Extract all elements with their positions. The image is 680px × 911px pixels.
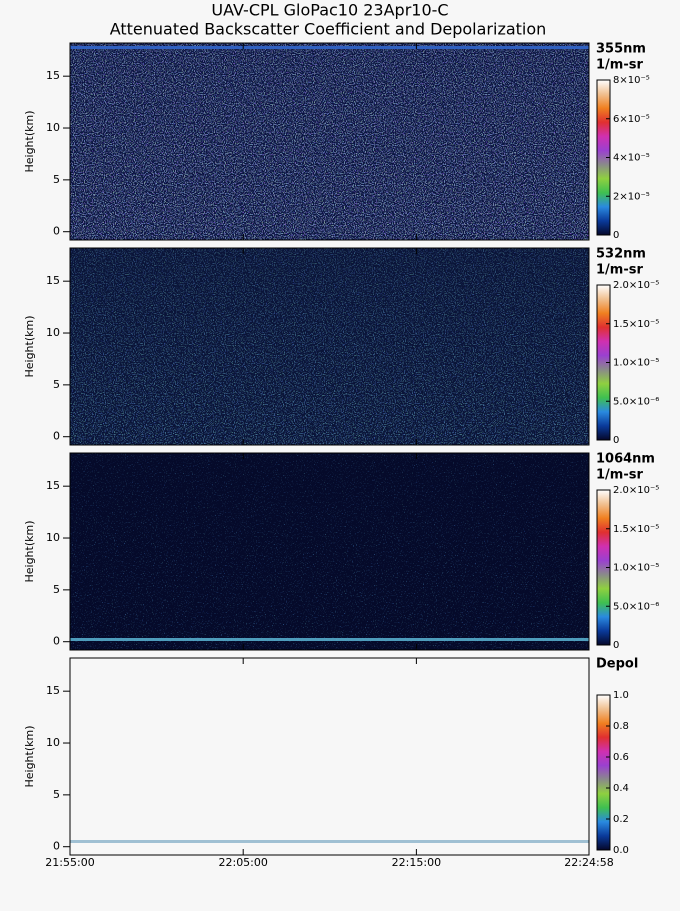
panel-band: [70, 46, 589, 49]
colorbar-tick-label: 1.5×10⁻⁵: [613, 524, 659, 535]
y-axis-label: Height(km): [23, 110, 36, 172]
y-tick-label: 0: [53, 635, 60, 648]
colorbar-title: 1/m-sr: [596, 468, 643, 483]
colorbar-tick-label: 2×10⁻⁵: [613, 191, 650, 202]
colorbar-tick-label: 0: [613, 640, 619, 651]
colorbar-tick-label: 6×10⁻⁵: [613, 114, 650, 125]
panel-band: [70, 840, 589, 843]
colorbar-tick-label: 2.0×10⁻⁵: [613, 280, 659, 291]
y-tick-label: 5: [53, 378, 60, 391]
panel-texture: [70, 43, 589, 240]
y-tick-label: 10: [46, 736, 60, 749]
colorbar-tick-label: 4×10⁻⁵: [613, 153, 650, 164]
x-tick-label: 21:55:00: [45, 856, 94, 869]
panel-texture: [70, 248, 589, 445]
plot-frame: [69, 657, 590, 856]
colorbar-tick-label: 0: [613, 230, 619, 241]
colorbar: [596, 694, 611, 851]
colorbar-tick-label: 5.0×10⁻⁶: [613, 396, 659, 407]
y-tick-label: 15: [46, 479, 60, 492]
colorbar-tick-label: 5.0×10⁻⁶: [613, 601, 659, 612]
y-tick-label: 5: [53, 583, 60, 596]
x-tick-label: 22:15:00: [392, 856, 441, 869]
colorbar-tick-label: 0.2: [613, 814, 629, 825]
colorbar-title: Depol: [596, 657, 638, 672]
y-tick-label: 10: [46, 326, 60, 339]
colorbar-tick-label: 8×10⁻⁵: [613, 75, 650, 86]
y-tick-label: 15: [46, 69, 60, 82]
colorbar-tick-label: 1.0: [613, 690, 629, 701]
y-tick-label: 10: [46, 531, 60, 544]
panel-band: [70, 638, 589, 641]
y-tick-label: 5: [53, 788, 60, 801]
plot-frame: [69, 42, 590, 241]
colorbar-tick-label: 1.0×10⁻⁵: [613, 563, 659, 574]
chart-title: UAV-CPL GloPac10 23Apr10-C: [211, 1, 448, 20]
chart-subtitle: Attenuated Backscatter Coefficient and D…: [110, 20, 547, 39]
colorbar-tick-label: 2.0×10⁻⁵: [613, 485, 659, 496]
colorbar-title: 355nm: [596, 42, 646, 57]
colorbar-title: 532nm: [596, 247, 646, 262]
y-tick-label: 15: [46, 274, 60, 287]
colorbar-tick-label: 0: [613, 435, 619, 446]
y-axis-label: Height(km): [23, 725, 36, 787]
colorbar-title: 1064nm: [596, 452, 655, 467]
y-tick-label: 0: [53, 225, 60, 238]
y-axis-label: Height(km): [23, 315, 36, 377]
y-tick-label: 10: [46, 121, 60, 134]
y-tick-label: 0: [53, 840, 60, 853]
colorbar-tick-label: 1.5×10⁻⁵: [613, 319, 659, 330]
x-tick-label: 22:05:00: [218, 856, 267, 869]
panel-bg: [70, 658, 589, 854]
colorbar-tick-label: 0.0: [613, 845, 629, 856]
colorbar-tick-label: 1.0×10⁻⁵: [613, 358, 659, 369]
y-axis-label: Height(km): [23, 520, 36, 582]
colorbar-title: 1/m-sr: [596, 263, 643, 278]
colorbar-tick-label: 0.6: [613, 752, 629, 763]
colorbar-tick-label: 0.4: [613, 783, 629, 794]
colorbar-title: 1/m-sr: [596, 58, 643, 73]
plot-frame: [69, 247, 590, 446]
plot-layers: [70, 43, 589, 854]
y-tick-label: 5: [53, 173, 60, 186]
x-tick-label: 22:24:58: [564, 856, 613, 869]
y-tick-label: 15: [46, 684, 60, 697]
panel-texture: [70, 453, 589, 650]
y-tick-label: 0: [53, 430, 60, 443]
plot-frame: [69, 452, 590, 651]
colorbar-tick-label: 0.8: [613, 721, 629, 732]
